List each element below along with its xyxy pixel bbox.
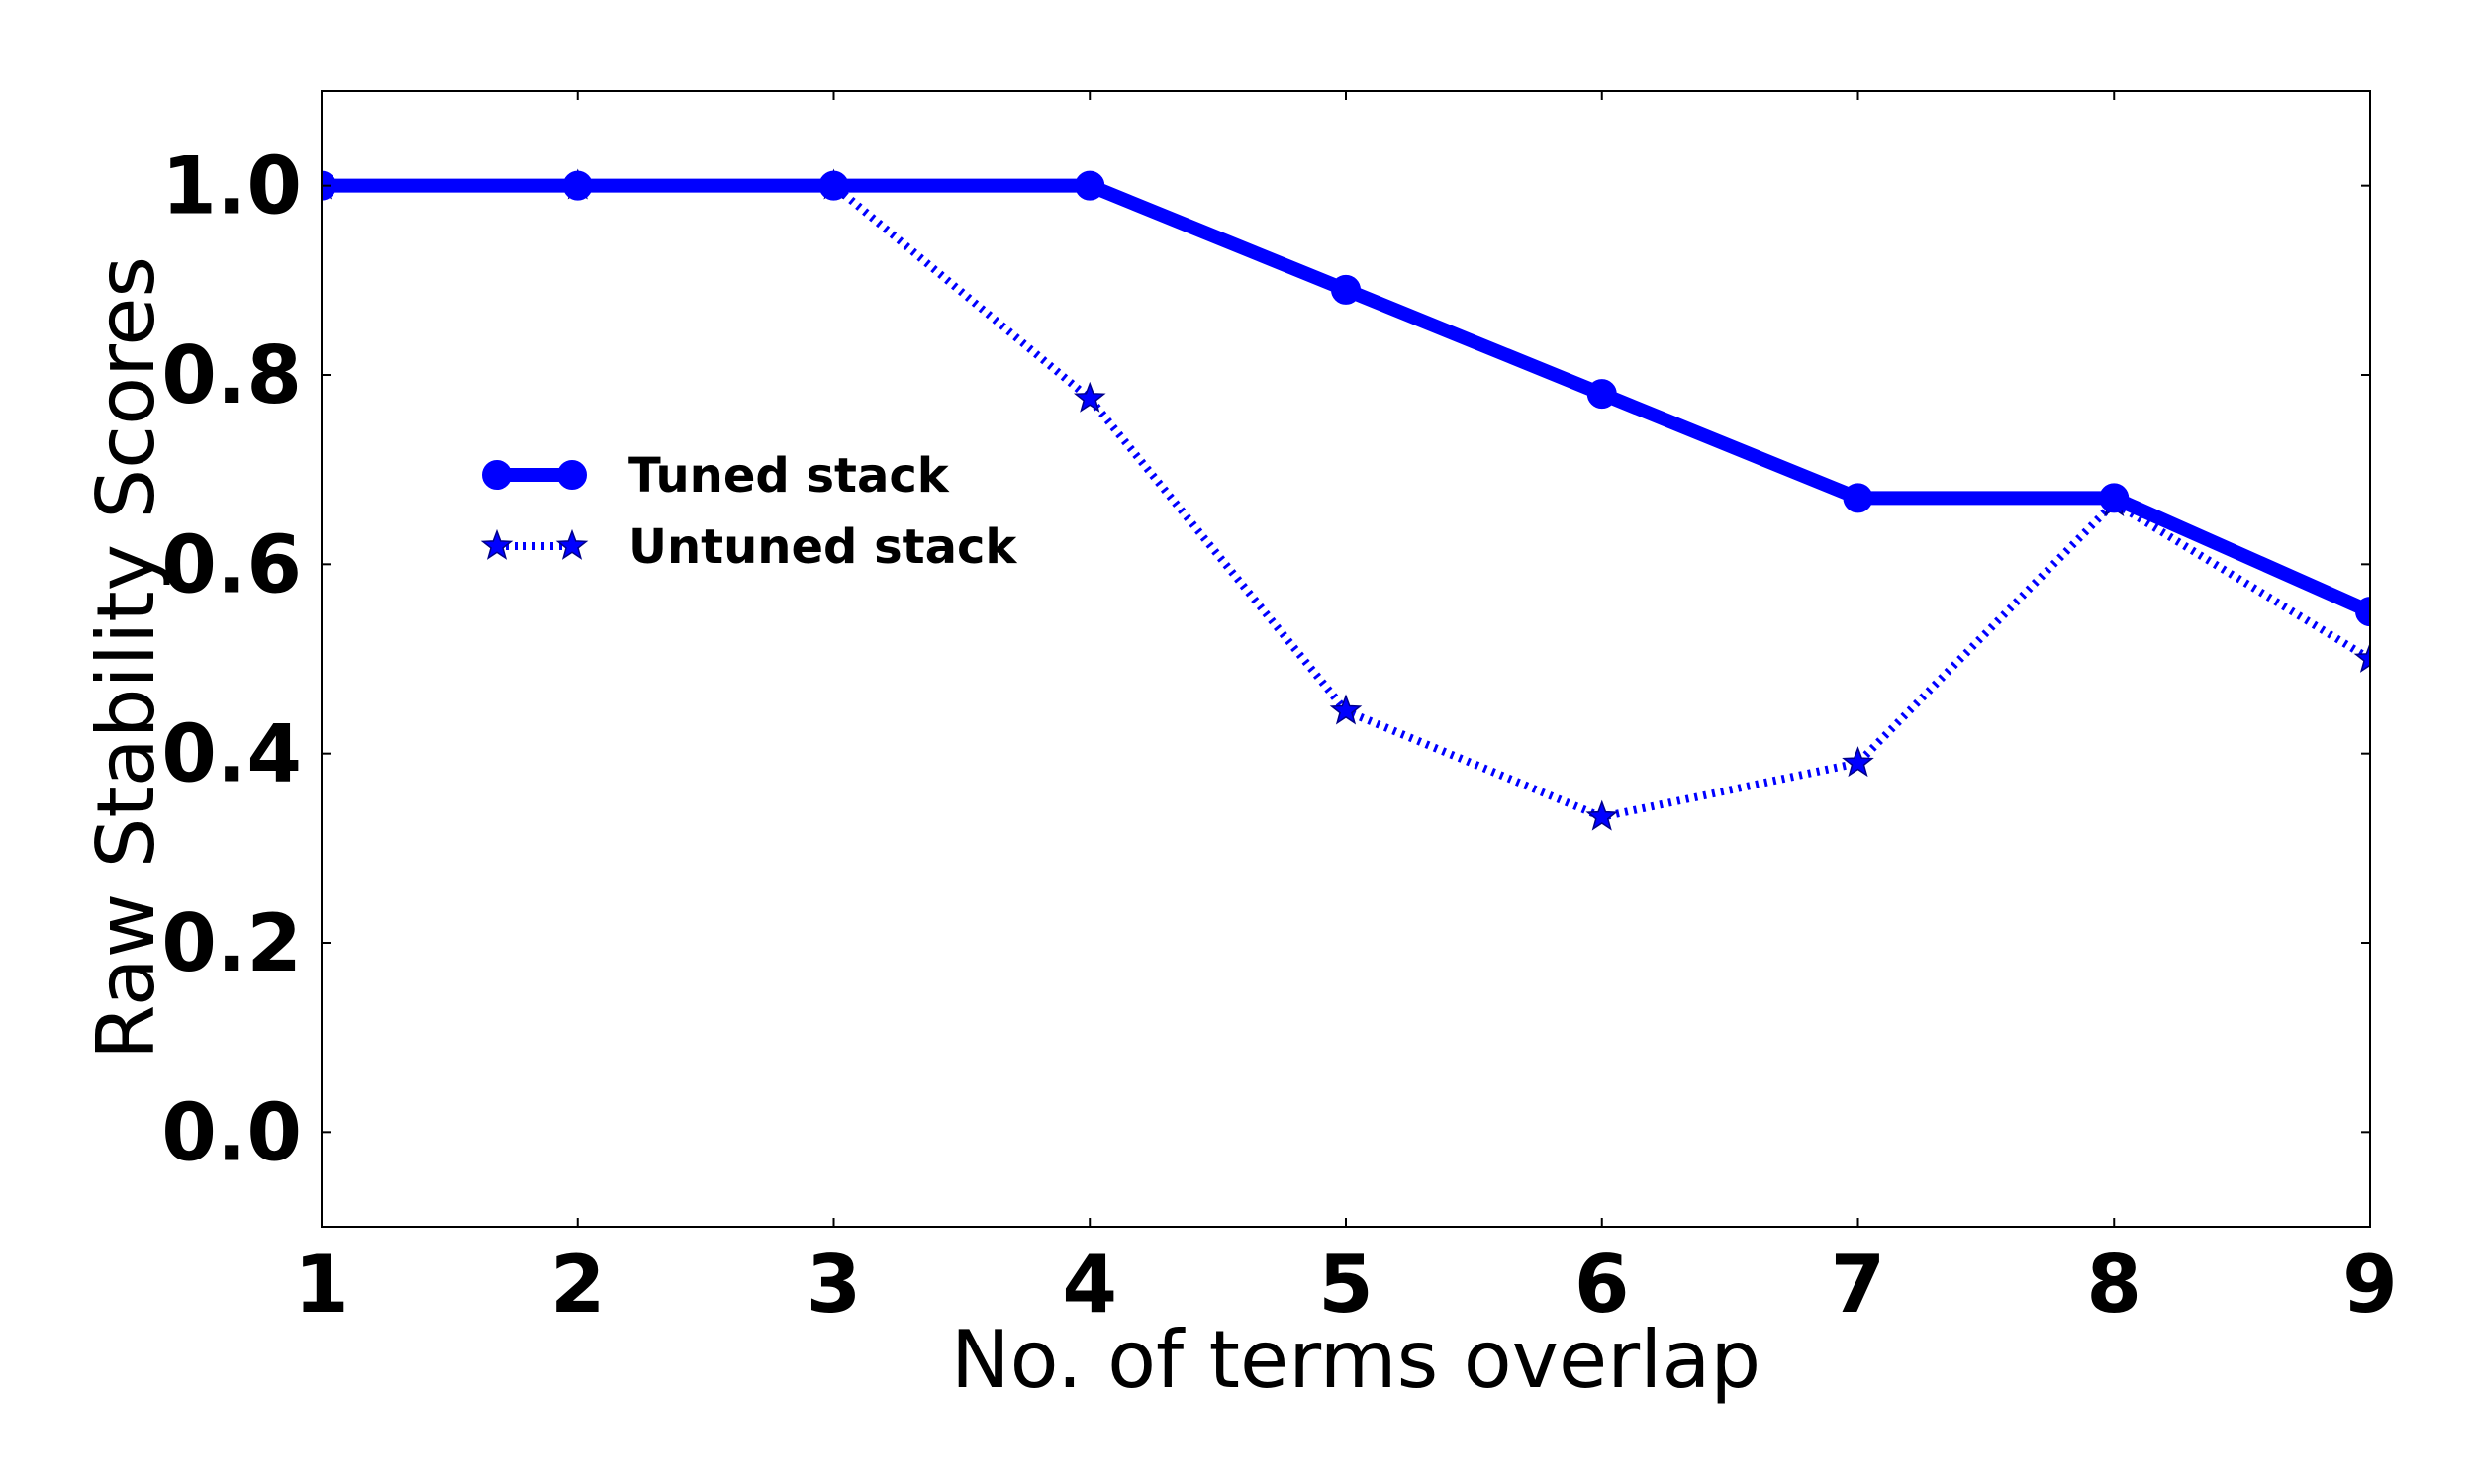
x-tick-label: 4 (1062, 1239, 1117, 1331)
x-tick-label: 5 (1318, 1239, 1374, 1331)
axes: 1 2 3 4 5 6 7 8 9 0.0 0.2 0.4 0.6 0.8 1.0 (161, 90, 2398, 1331)
legend-marker-untuned-stack (555, 528, 589, 560)
y-tick-label: 0.6 (161, 518, 302, 610)
x-axis-label: No. of terms overlap (951, 1314, 1760, 1406)
x-tick-label: 8 (2086, 1239, 2141, 1331)
y-axis-label: Raw Stability Scores (80, 256, 172, 1060)
data-point-untuned-stack-7 (1842, 746, 1874, 778)
data-point-tuned-stack-7 (1843, 483, 1873, 513)
legend-label-tuned-stack: Tuned stack (628, 448, 950, 504)
x-tick-label: 2 (550, 1239, 606, 1331)
legend-marker-tuned-stack (557, 460, 587, 490)
legend: Tuned stack Untuned stack (480, 448, 1017, 575)
y-tick-label: 0.8 (161, 329, 302, 421)
data-point-tuned-stack-6 (1586, 379, 1617, 410)
y-tick-label: 0.0 (161, 1086, 302, 1178)
data-point-tuned-stack-5 (1331, 274, 1361, 305)
data-point-tuned-stack-4 (1075, 170, 1105, 201)
x-tick-label: 9 (2342, 1239, 2398, 1331)
data-point-tuned-stack-3 (818, 170, 849, 201)
data-point-tuned-stack-9 (2355, 597, 2370, 627)
data-point-untuned-stack-5 (1329, 694, 1363, 725)
x-tick-label: 6 (1574, 1239, 1630, 1331)
data-point-tuned-stack-2 (562, 170, 593, 201)
legend-marker-untuned-stack (480, 528, 514, 560)
x-tick-label: 3 (807, 1239, 862, 1331)
data-point-untuned-stack-9 (2353, 641, 2370, 673)
y-tick-label: 0.4 (161, 708, 302, 800)
legend-label-untuned-stack: Untuned stack (628, 519, 1017, 575)
x-tick-label: 7 (1831, 1239, 1886, 1331)
data-point-untuned-stack-4 (1073, 381, 1106, 413)
x-tick-label: 1 (294, 1239, 349, 1331)
legend-marker-tuned-stack (482, 460, 512, 490)
legend-entry-untuned-stack: Untuned stack (480, 519, 1017, 575)
data-point-tuned-stack-8 (2099, 483, 2130, 513)
plot-area (322, 168, 2370, 831)
data-point-untuned-stack-6 (1585, 799, 1619, 831)
y-tick-label: 0.2 (161, 897, 302, 989)
legend-entry-tuned-stack: Tuned stack (482, 448, 950, 504)
y-tick-label: 1.0 (161, 140, 302, 232)
series-group (322, 168, 2370, 831)
